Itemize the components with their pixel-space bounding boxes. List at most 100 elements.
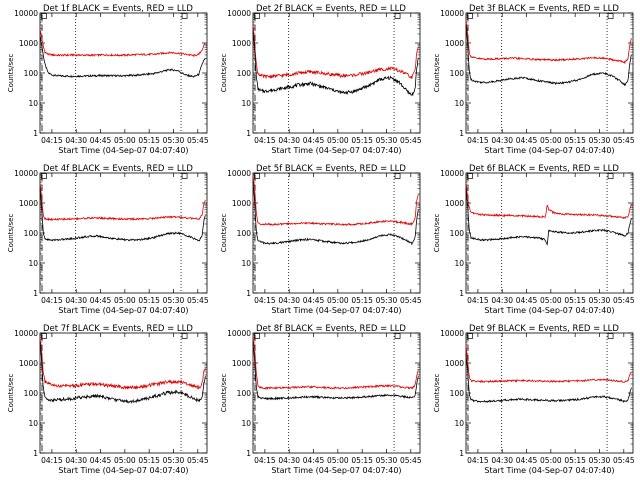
start-marker-box: [254, 173, 260, 179]
detector-panel-7: Det 7f BLACK = Events, RED = LLD 1 10 100 10…: [7, 324, 209, 475]
y-tick-label: 1000: [19, 359, 38, 368]
x-tick-label: 05:30: [589, 136, 611, 145]
start-marker-box: [41, 333, 47, 339]
x-tick-label: 05:15: [138, 456, 160, 465]
x-tick-label: 05:45: [613, 296, 635, 305]
lld-series-line: [465, 344, 632, 384]
lld-series-line: [465, 19, 632, 65]
detector-panel-5: Det 5f BLACK = Events, RED = LLD 1 10 100 10…: [220, 164, 422, 315]
x-tick-label: 05:15: [351, 136, 373, 145]
start-marker-box: [467, 333, 473, 339]
x-tick-label: 05:45: [187, 136, 209, 145]
y-tick-label: 100: [450, 69, 465, 78]
x-axis-label: Start Time (04-Sep-07 04:07:40): [58, 146, 188, 155]
x-tick-label: 04:45: [516, 296, 538, 305]
plot-frame: [252, 332, 421, 454]
x-tick-label: 04:15: [41, 136, 63, 145]
y-tick-label: 1: [459, 289, 464, 298]
y-tick-label: 1000: [445, 359, 464, 368]
x-tick-label: 05:00: [327, 296, 349, 305]
detector-panel-3: Det 3f BLACK = Events, RED = LLD 1 10 100 10…: [433, 4, 635, 155]
y-tick-label: 1000: [232, 39, 251, 48]
y-tick-label: 10: [241, 259, 251, 268]
y-tick-label: 10: [28, 419, 38, 428]
x-tick-label: 04:15: [467, 456, 489, 465]
y-tick-label: 10000: [227, 169, 251, 178]
y-axis-label: Counts/sec: [433, 214, 441, 253]
end-marker-box: [181, 13, 188, 19]
x-tick-label: 05:30: [376, 456, 398, 465]
x-tick-label: 04:15: [254, 456, 276, 465]
x-tick-label: 05:45: [613, 136, 635, 145]
y-axis-label: Counts/sec: [7, 54, 15, 93]
y-tick-label: 1: [459, 449, 464, 458]
y-tick-label: 1000: [232, 199, 251, 208]
x-tick-label: 04:30: [278, 136, 300, 145]
end-marker-box: [181, 173, 188, 179]
y-tick-label: 1: [459, 129, 464, 138]
x-tick-label: 04:45: [303, 456, 325, 465]
events-series-line: [252, 32, 419, 97]
panel-title: Det 8f BLACK = Events, RED = LLD: [256, 324, 406, 334]
y-axis-label: Counts/sec: [433, 374, 441, 413]
y-tick-label: 10000: [440, 9, 464, 18]
end-marker-box: [394, 333, 401, 339]
y-tick-label: 1000: [19, 39, 38, 48]
x-axis-label: Start Time (04-Sep-07 04:07:40): [271, 306, 401, 315]
x-tick-label: 05:45: [400, 296, 422, 305]
start-marker-box: [254, 333, 260, 339]
x-axis-label: Start Time (04-Sep-07 04:07:40): [271, 466, 401, 475]
lld-series-line: [465, 182, 632, 220]
events-series-line: [465, 24, 632, 87]
lld-series-line: [39, 29, 206, 58]
y-axis-label: Counts/sec: [433, 54, 441, 93]
y-tick-label: 10: [28, 99, 38, 108]
y-tick-label: 10: [454, 99, 464, 108]
x-tick-label: 05:30: [376, 136, 398, 145]
panel-title: Det 1f BLACK = Events, RED = LLD: [43, 4, 193, 14]
y-tick-label: 10: [454, 259, 464, 268]
start-marker-box: [41, 173, 47, 179]
x-tick-label: 04:30: [65, 296, 87, 305]
events-series-line: [252, 181, 419, 246]
x-tick-label: 05:00: [114, 296, 136, 305]
plot-frame: [39, 172, 208, 294]
x-tick-label: 04:45: [516, 136, 538, 145]
y-tick-label: 10: [454, 419, 464, 428]
x-tick-label: 05:30: [163, 456, 185, 465]
y-tick-label: 10: [241, 419, 251, 428]
events-series-line: [39, 36, 206, 78]
x-tick-label: 04:15: [41, 456, 63, 465]
y-tick-label: 1000: [445, 199, 464, 208]
x-tick-label: 04:15: [467, 296, 489, 305]
x-tick-label: 05:45: [187, 456, 209, 465]
x-tick-label: 05:30: [163, 296, 185, 305]
lld-series-line: [252, 175, 419, 227]
x-tick-label: 04:45: [90, 136, 112, 145]
x-tick-label: 05:00: [540, 136, 562, 145]
x-tick-label: 05:15: [351, 456, 373, 465]
x-tick-label: 05:45: [613, 456, 635, 465]
plot-frame: [252, 12, 421, 134]
x-tick-label: 05:15: [138, 136, 160, 145]
x-tick-label: 05:00: [540, 296, 562, 305]
y-tick-label: 1: [33, 449, 38, 458]
y-tick-label: 100: [237, 229, 252, 238]
x-tick-label: 05:45: [187, 296, 209, 305]
x-tick-label: 04:45: [303, 296, 325, 305]
end-marker-box: [607, 173, 614, 179]
lld-series-line: [39, 336, 206, 391]
y-tick-label: 100: [24, 69, 39, 78]
x-tick-label: 05:45: [400, 456, 422, 465]
x-tick-label: 04:45: [90, 456, 112, 465]
x-tick-label: 04:30: [65, 136, 87, 145]
y-tick-label: 1: [246, 129, 251, 138]
start-marker-box: [41, 13, 47, 19]
y-tick-label: 10000: [14, 329, 38, 338]
y-tick-label: 10000: [440, 169, 464, 178]
panel-title: Det 7f BLACK = Events, RED = LLD: [43, 324, 193, 334]
y-tick-label: 10000: [227, 329, 251, 338]
y-tick-label: 100: [24, 389, 39, 398]
y-tick-label: 100: [450, 229, 465, 238]
start-marker-box: [467, 13, 473, 19]
